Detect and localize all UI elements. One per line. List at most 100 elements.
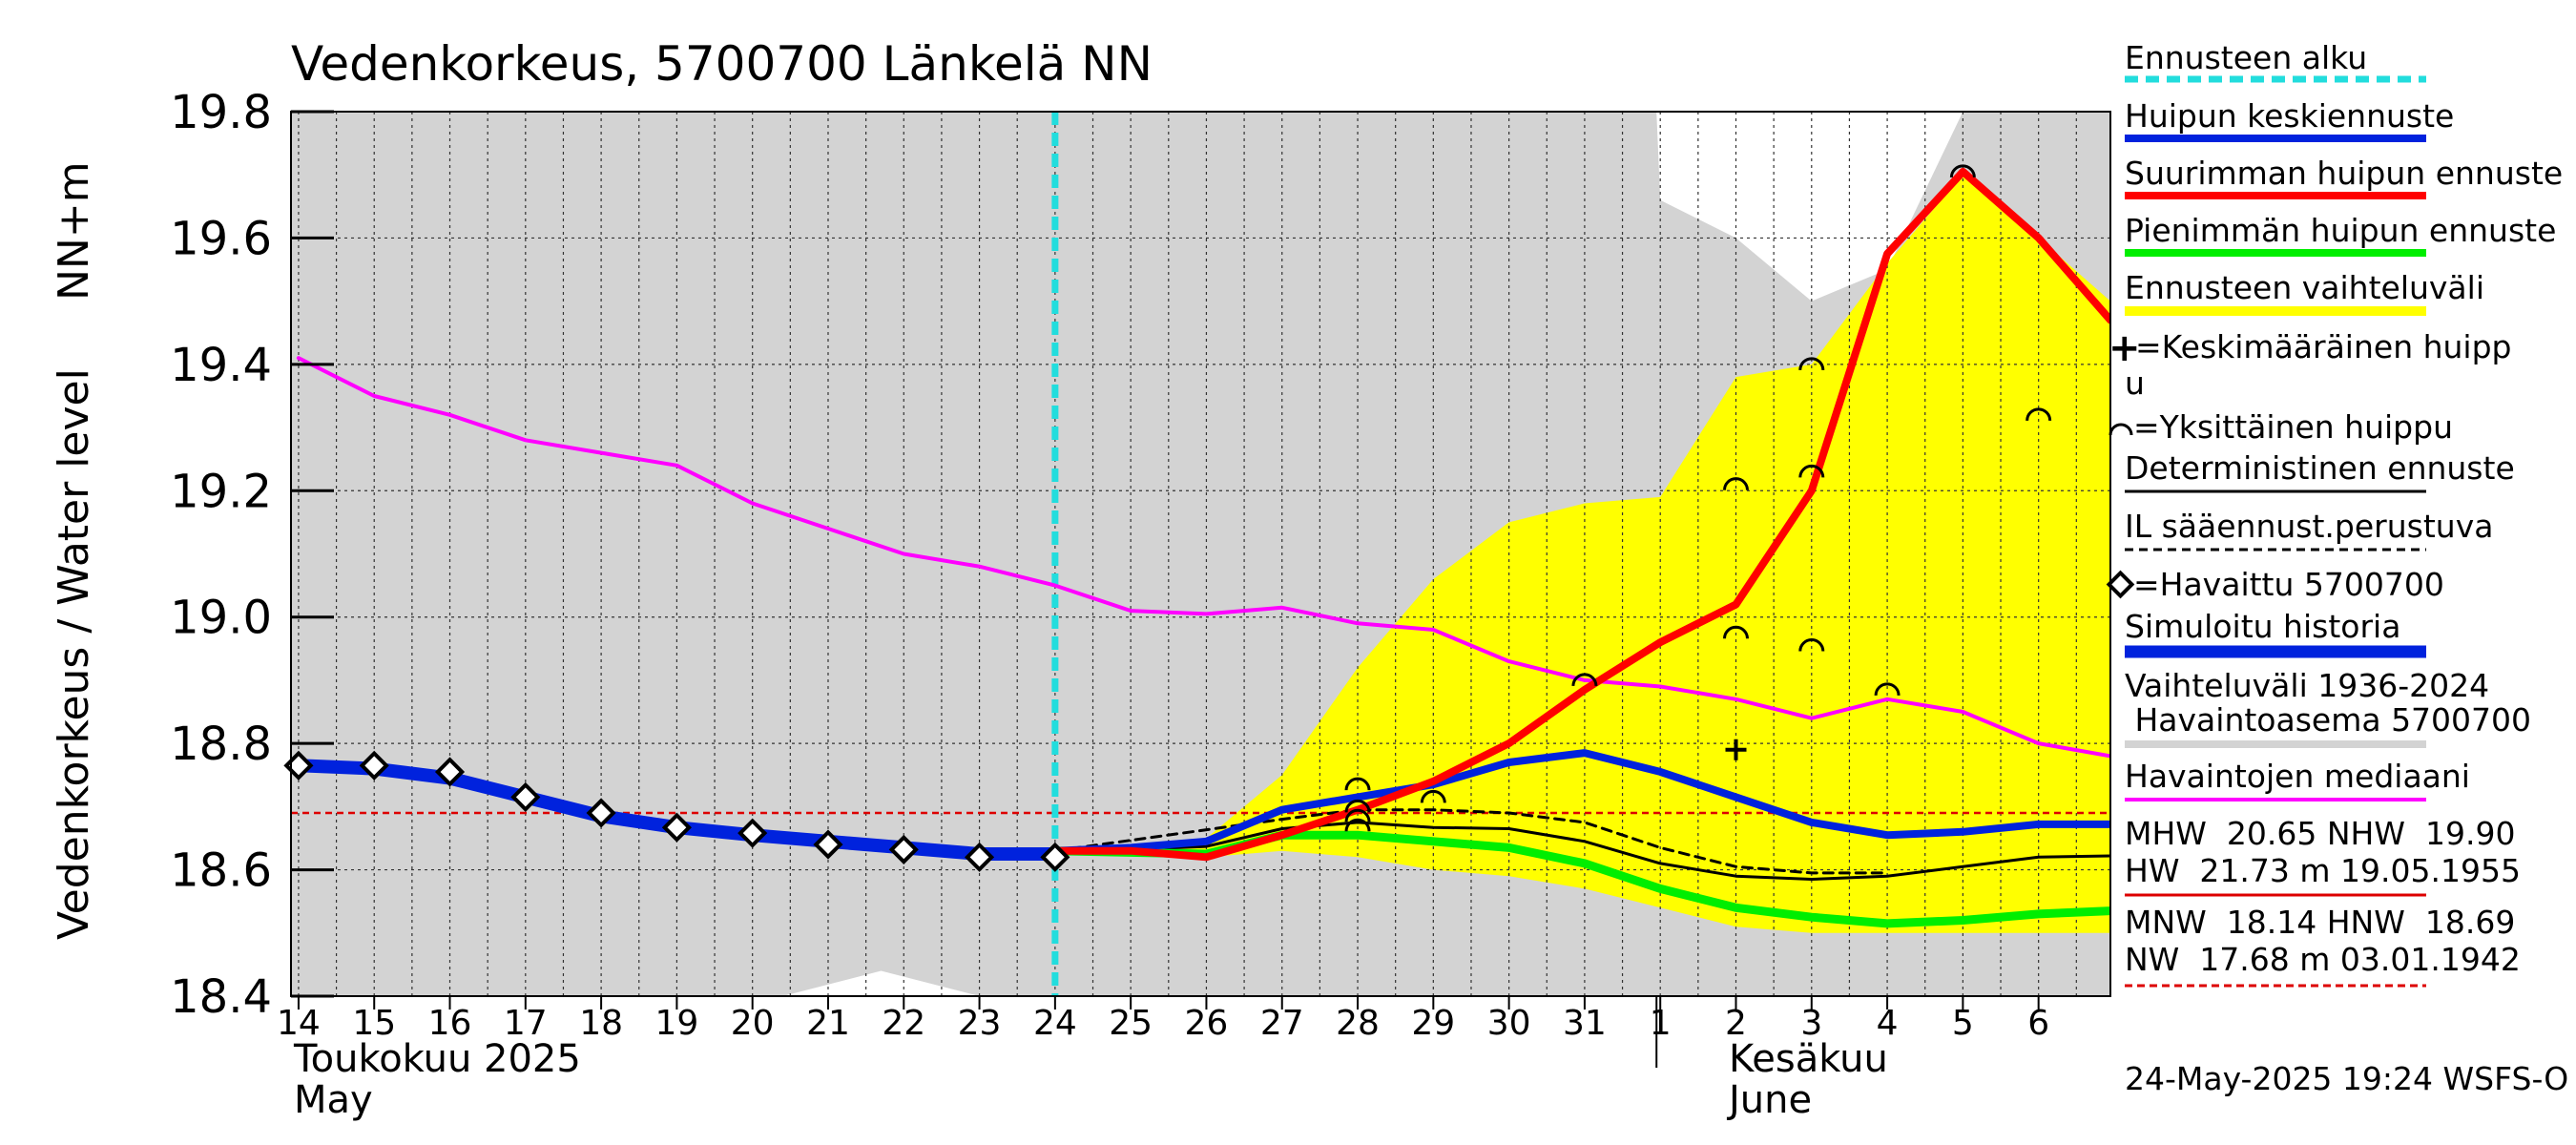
y-tick-label: 19.0	[170, 592, 272, 645]
observed-point	[359, 750, 389, 781]
single-peak-marker	[1723, 625, 1749, 639]
x-tick-label: 5	[1952, 1004, 1974, 1043]
legend-median-label: Havaintojen mediaani	[2125, 758, 2470, 795]
legend-stats-mnw: MNW 18.14 HNW 18.69	[2125, 904, 2515, 941]
y-axis-unit: NN+m	[50, 161, 98, 301]
forecast-range-band	[1054, 175, 2110, 933]
x-tick-label: 3	[1800, 1004, 1822, 1043]
y-tick-label: 19.8	[170, 86, 272, 139]
single-peak-marker	[1344, 777, 1371, 791]
month-label-june-fi: Kesäkuu	[1729, 1037, 1888, 1081]
legend-mean-peak-label: Huipun keskiennuste	[2125, 97, 2454, 135]
legend-deterministic-label: Deterministinen ennuste	[2125, 449, 2515, 487]
single-peak-marker	[1949, 164, 1976, 178]
y-tick-label: 19.4	[170, 339, 272, 392]
observed-point	[434, 757, 466, 787]
x-tick-label: 27	[1260, 1004, 1304, 1043]
legend-range-label: Ennusteen vaihteluväli	[2125, 269, 2484, 306]
x-tick-label: 25	[1109, 1004, 1153, 1043]
legend-stats-nw: NW 17.68 m 03.01.1942	[2125, 941, 2521, 978]
single-peak-marker	[1798, 357, 1825, 370]
legend-hist-range-swatch	[2125, 740, 2426, 748]
x-tick-label: 21	[806, 1004, 850, 1043]
series-il-sääennust-perustuva	[1053, 808, 1889, 875]
y-tick-label: 18.8	[170, 718, 272, 771]
y-tick-label: 18.6	[170, 844, 272, 898]
x-tick-label: 16	[428, 1004, 472, 1043]
legend-avg-peak-label-cont: u	[2125, 364, 2145, 402]
month-label-may-fi: Toukokuu 2025	[293, 1037, 581, 1081]
range-bands	[291, 112, 2110, 996]
legend-observed-symbol	[2106, 570, 2135, 599]
observed-point	[813, 829, 843, 860]
observed-point	[510, 781, 541, 812]
x-tick-label: 15	[352, 1004, 396, 1043]
chart-title: Vedenkorkeus, 5700700 Länkelä NN	[291, 36, 1153, 92]
observed-point	[1040, 842, 1070, 872]
x-tick-label: 18	[579, 1004, 623, 1043]
axis-ticks: 18.418.618.819.019.219.419.619.814 15 16 17…	[170, 86, 2049, 1068]
single-peak-marker	[1344, 808, 1371, 822]
x-tick-label: 28	[1336, 1004, 1380, 1043]
observed-point	[888, 834, 919, 864]
legend-hist-station-label: Havaintoasema 5700700	[2125, 701, 2531, 739]
x-tick-label: 26	[1185, 1004, 1229, 1043]
month-label-june-en: June	[1726, 1078, 1812, 1122]
x-tick-label: 6	[2027, 1004, 2049, 1043]
legend-simulated-label: Simuloitu historia	[2125, 608, 2400, 645]
observed-point	[586, 798, 616, 828]
single-peak-marker	[1344, 818, 1371, 832]
x-tick-label: 1	[1650, 1004, 1672, 1043]
legend-forecast-start-label: Ennusteen alku	[2125, 39, 2367, 76]
x-tick-label: 14	[277, 1004, 321, 1043]
series-lines	[291, 167, 2110, 928]
observed-point	[737, 818, 768, 848]
legend: Ennusteen alku Huipun keskiennuste Suuri…	[2106, 39, 2563, 988]
x-tick-label: 2	[1725, 1004, 1747, 1043]
single-peak-marker	[1344, 799, 1371, 813]
plot-frame	[290, 111, 2111, 997]
x-tick-label: 17	[504, 1004, 548, 1043]
x-tick-label: 4	[1877, 1004, 1899, 1043]
legend-stats-mhw: MHW 20.65 NHW 19.90	[2125, 815, 2515, 852]
x-tick-label: 24	[1033, 1004, 1077, 1043]
legend-hist-range-label: Vaihteluväli 1936-2024	[2125, 667, 2489, 704]
x-tick-label: 29	[1411, 1004, 1455, 1043]
legend-stats-hw: HW 21.73 m 19.05.1955	[2125, 852, 2521, 889]
series-havaintojen-mediaani	[296, 356, 2110, 759]
legend-avg-peak-label: =Keskimääräinen huipp	[2135, 328, 2512, 365]
legend-observed-label: =Havaittu 5700700	[2133, 566, 2444, 603]
series-huipun-keskiennuste	[1050, 749, 2110, 855]
legend-single-peak-label: =Yksittäinen huippu	[2133, 408, 2453, 446]
month-label-may-en: May	[294, 1078, 373, 1122]
single-peak-marker	[1798, 638, 1825, 652]
y-axis-label: Vedenkorkeus / Water level	[50, 368, 98, 940]
legend-single-peak-symbol	[2109, 423, 2133, 436]
single-peak-marker	[1420, 789, 1446, 803]
x-tick-label: 20	[731, 1004, 775, 1043]
single-peak-marker	[1798, 464, 1825, 478]
x-tick-label: 30	[1487, 1004, 1531, 1043]
single-peak-marker	[1571, 673, 1598, 687]
y-tick-label: 19.2	[170, 465, 272, 518]
legend-min-peak-label: Pienimmän huipun ennuste	[2125, 212, 2556, 249]
legend-avg-peak-symbol: +	[2109, 326, 2141, 370]
observed-point	[283, 750, 314, 781]
series-deterministinen-ennuste	[1053, 821, 2110, 881]
average-peak-marker	[1725, 739, 1747, 760]
x-tick-label: 22	[882, 1004, 925, 1043]
single-peak-marker	[1723, 477, 1749, 490]
x-tick-label: 23	[958, 1004, 1002, 1043]
y-tick-label: 19.6	[170, 212, 272, 265]
legend-il-forecast-label: IL sääennust.perustuva	[2125, 508, 2493, 545]
x-tick-label: 31	[1563, 1004, 1607, 1043]
x-tick-label: 19	[654, 1004, 698, 1043]
observed-point	[661, 812, 692, 843]
point-markers	[283, 164, 2052, 872]
timestamp: 24-May-2025 19:24 WSFS-O	[2125, 1060, 2568, 1097]
single-peak-marker	[2025, 407, 2052, 421]
series-pienimmän-huipun-ennuste	[1050, 830, 2110, 928]
series-suurimman-huipun-ennuste	[1050, 167, 2110, 862]
single-peak-marker	[1874, 682, 1901, 696]
